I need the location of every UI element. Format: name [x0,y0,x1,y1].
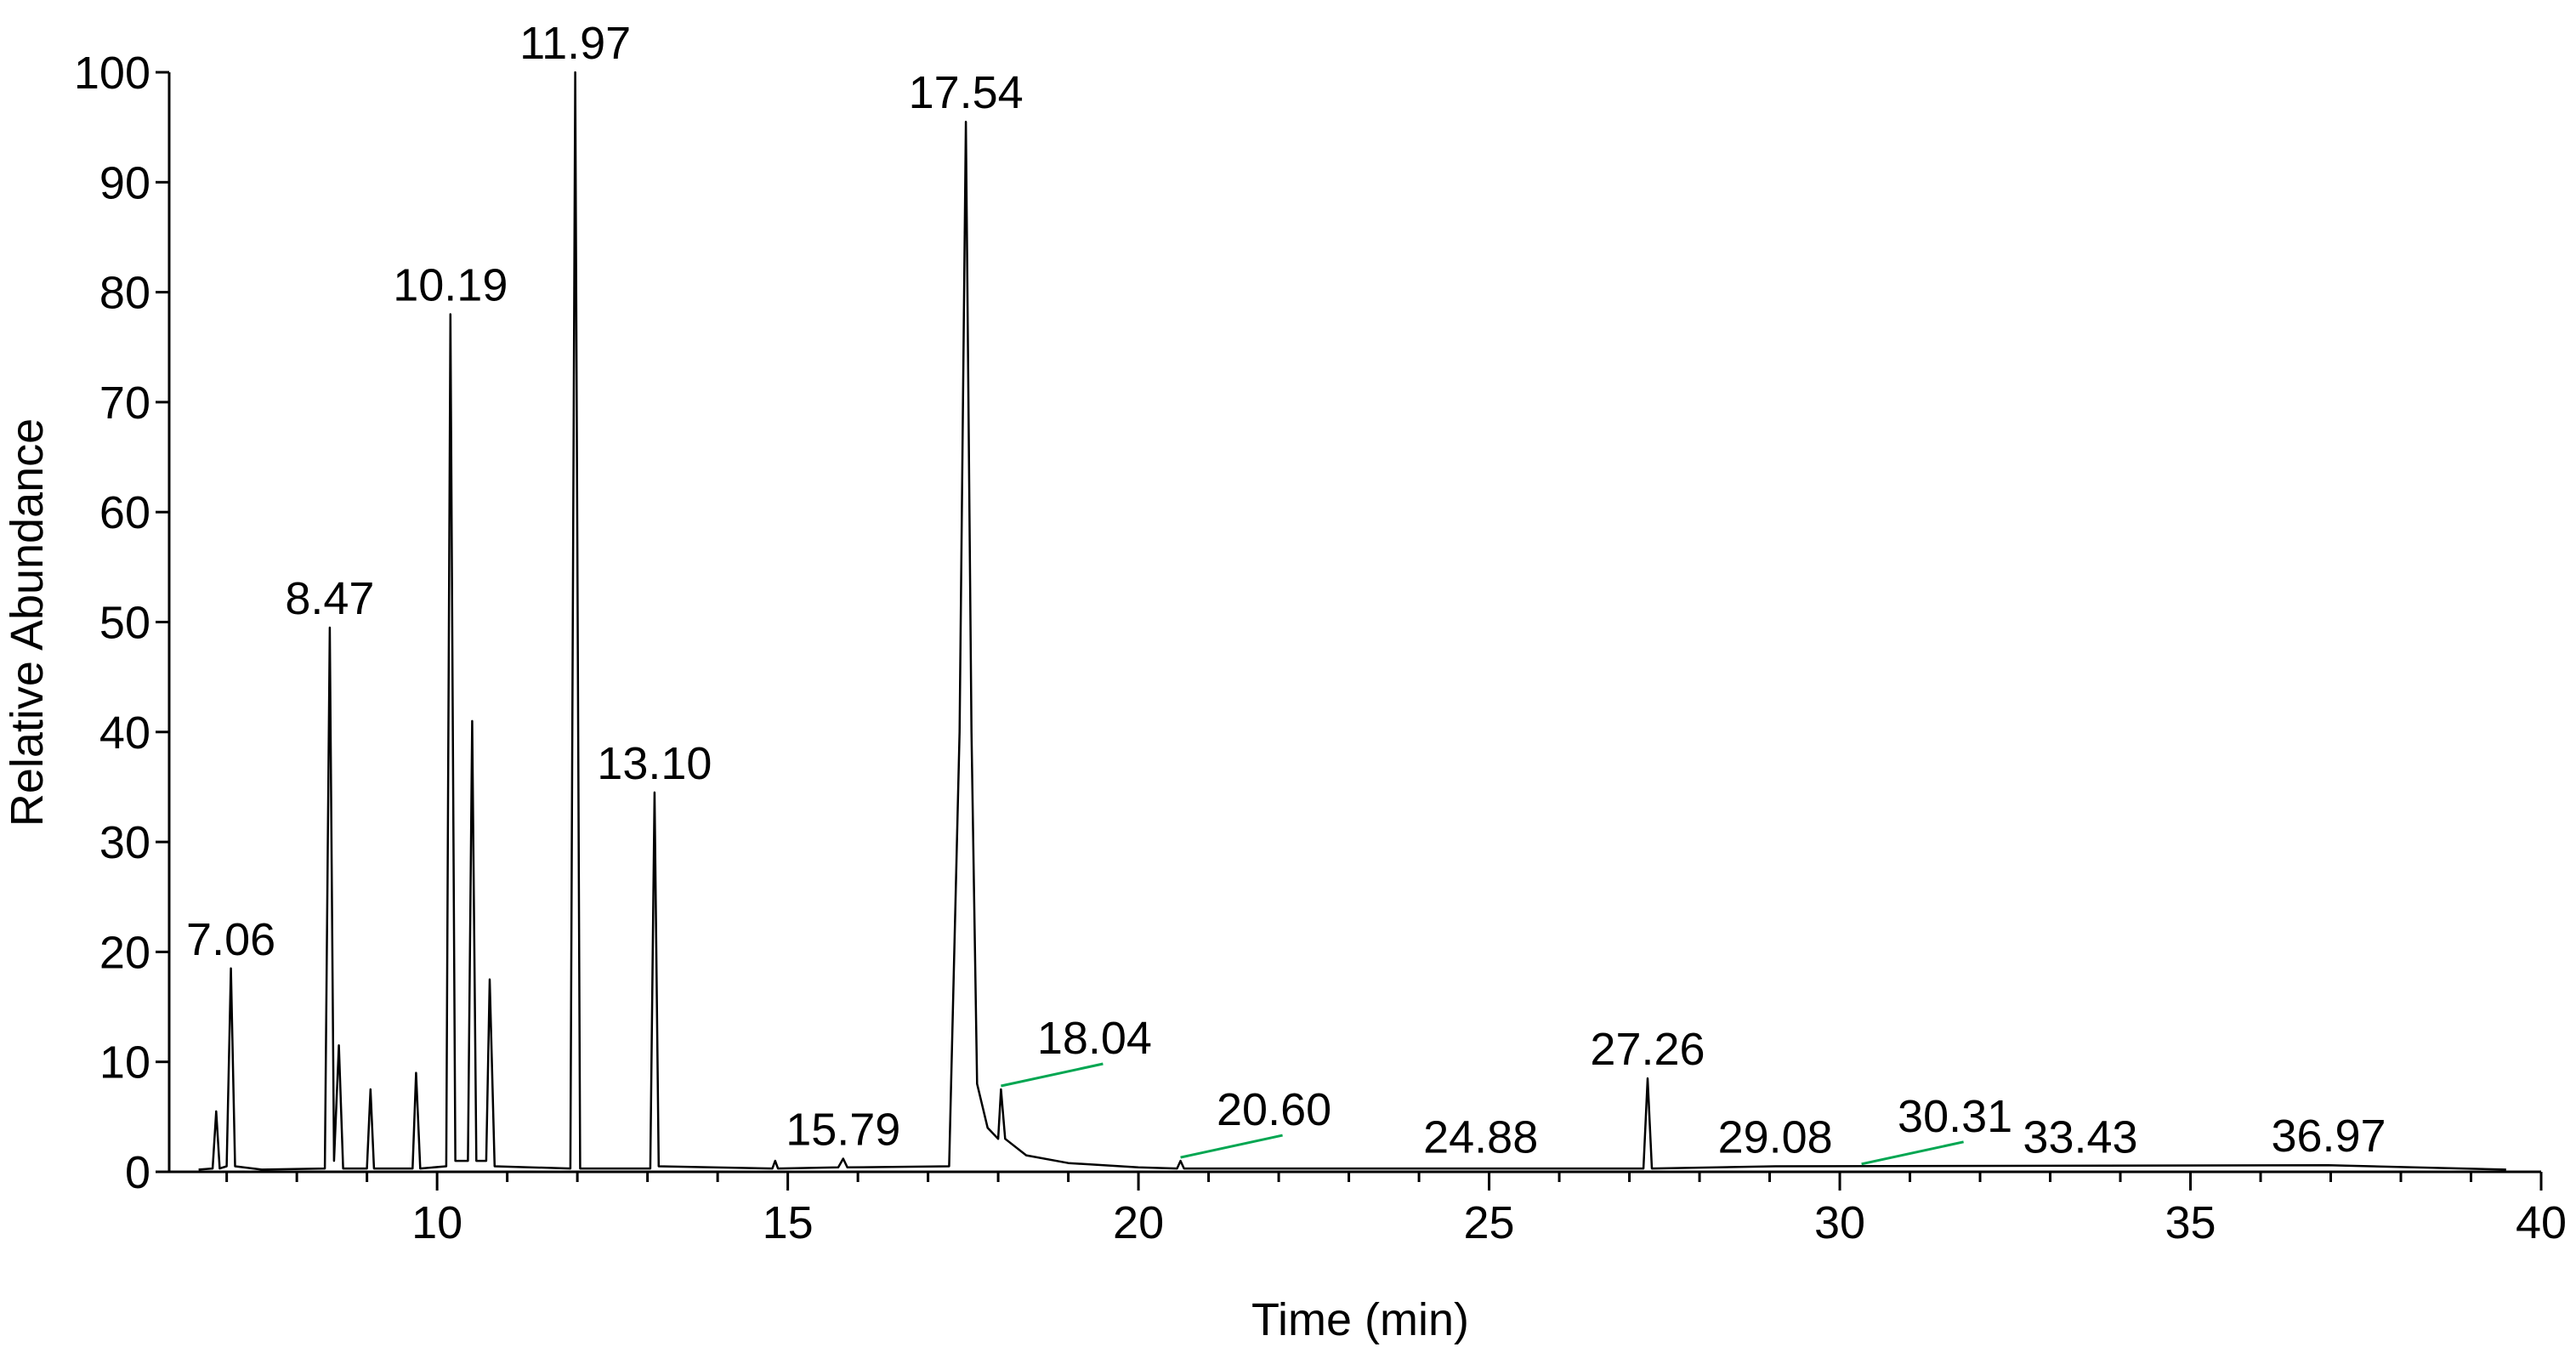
leader-line [1180,1134,1283,1159]
y-tick-label: 40 [99,708,150,759]
leader-line [1001,1062,1104,1088]
peak-label: 18.04 [1037,1013,1152,1064]
peak-label: 11.97 [519,18,631,69]
chromatogram-trace [198,71,2506,1171]
peak-label: 20.60 [1217,1084,1331,1135]
y-tick-label: 80 [99,268,150,319]
peak-label: 33.43 [2023,1112,2137,1163]
peak-label: 8.47 [285,573,374,624]
peak-label: 29.08 [1718,1112,1833,1163]
peak-label: 30.31 [1898,1091,2012,1142]
x-tick-label: 25 [1464,1197,1515,1248]
x-tick-label: 40 [2516,1197,2567,1248]
leader-line [1861,1140,1964,1166]
peak-label: 10.19 [393,259,508,310]
y-axis-label: Relative Abundance [2,418,53,827]
peak-label: 17.54 [909,67,1024,118]
y-tick-label: 30 [99,817,150,868]
peak-label: 27.26 [1590,1024,1705,1075]
peak-label: 7.06 [186,914,275,965]
y-tick-label: 10 [99,1037,150,1088]
x-tick-label: 35 [2165,1197,2216,1248]
x-tick-label: 30 [1814,1197,1865,1248]
y-tick-label: 60 [99,487,150,538]
peak-label: 24.88 [1423,1112,1538,1163]
x-tick-label: 10 [411,1197,462,1248]
x-axis-label: Time (min) [1251,1294,1469,1345]
y-tick-label: 90 [99,157,150,208]
peak-label: 15.79 [786,1104,900,1155]
y-tick-label: 50 [99,598,150,649]
x-tick-label: 15 [763,1197,814,1248]
peak-label: 36.97 [2271,1111,2386,1162]
peak-label: 13.10 [597,738,712,789]
y-tick-label: 20 [99,927,150,978]
y-tick-label: 0 [125,1147,150,1198]
y-tick-label: 70 [99,378,150,429]
y-tick-label: 100 [74,48,150,99]
x-tick-label: 20 [1113,1197,1164,1248]
